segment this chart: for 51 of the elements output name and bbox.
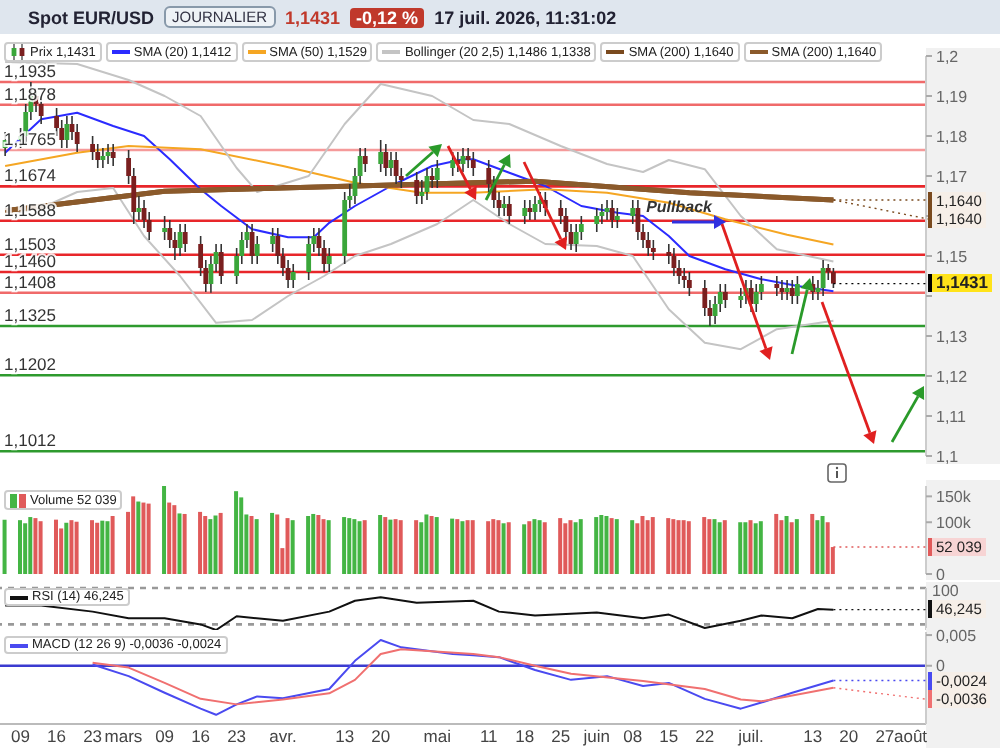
y-tick-label: 1,13 [936,327,969,346]
y-tick-label: 1,1 [936,447,960,466]
x-tick-label: 08 [623,726,643,747]
ref-line-label: 1,1408 [4,271,57,292]
ref-line-label: 1,1503 [4,233,57,254]
x-tick-label: 09 [11,726,31,747]
x-tick-label: 13 [335,726,355,747]
y-tick-label: 1,19 [936,87,969,106]
y-tick-label: 1,2 [936,47,960,66]
x-tick-label: 16 [191,726,211,747]
x-tick-label: 16 [47,726,67,747]
ref-line-label: 1,1202 [4,354,57,375]
x-tick-label: 27 [875,726,895,747]
x-tick-label: avr. [269,726,297,747]
annotation: 1,1431 [928,272,992,293]
x-tick-label: mai [423,726,452,747]
x-tick-label: mars [104,726,143,747]
x-tick-label: 18 [515,726,535,747]
text: -0,12 % [350,7,425,27]
y-tick-label: 100k [936,513,973,532]
x-tick-label: 23 [83,726,103,747]
x-tick-label: 09 [155,726,175,747]
y-tick-label: 0,005 [936,626,978,645]
x-tick-label: 11 [479,726,499,747]
x-tick-label: juin [581,726,611,747]
y-tick-label: 1,15 [936,247,969,266]
x-tick-label: 20 [371,726,391,747]
x-tick-label: juil. [736,726,764,747]
ref-line-label: 1,1012 [4,430,57,451]
x-tick-label: 25 [551,726,571,747]
chart-title: Spot EUR/USD [28,7,154,27]
y-tick-label: 0 [936,657,946,676]
y-tick-label: 150k [936,488,973,507]
text: 100 [932,582,959,600]
y-tick-label: 1,17 [936,167,969,186]
y-tick-label: 0 [936,565,946,584]
ref-line-label: 1,1935 [4,61,57,81]
y-tick-label: 1,12 [936,367,969,386]
x-tick-label: 23 [227,726,247,747]
x-tick-label: 15 [659,726,679,747]
y-tick-label: 1,11 [936,407,968,426]
ref-line-label: 1,1325 [4,305,57,325]
x-tick-label: 13 [803,726,823,747]
y-tick-label: 1,18 [936,127,969,146]
text: 1,1431 [285,7,341,27]
x-tick-label: 20 [839,726,859,747]
x-tick-label: août [894,726,929,747]
ref-line-label: 1,1460 [4,251,57,271]
chart-subtitle: 17 juil. 2026, 11:31:02 [434,7,617,27]
x-tick-label: 22 [695,726,715,747]
ref-line-label: 1,1674 [4,165,57,186]
